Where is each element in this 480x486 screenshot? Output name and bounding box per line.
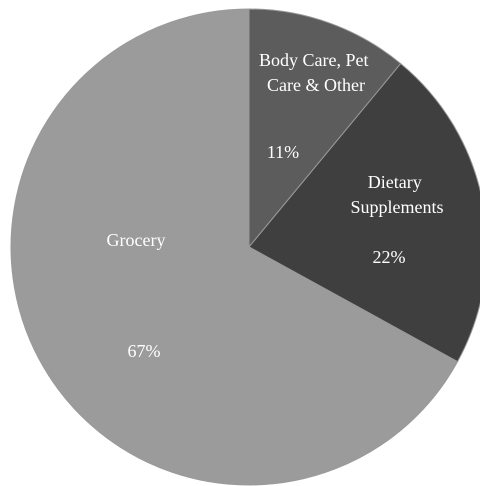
slice-value-dietary-supplements: 22% [373, 247, 406, 267]
slice-label-body-care: Body Care, Pet Care & Other [259, 50, 373, 95]
slice-label-dietary-line-2: Supplements [351, 197, 444, 217]
pie-slice-dietary-supplements [248, 62, 480, 363]
pie-slice-body-care-pet-care-other [248, 8, 402, 249]
slice-value-body-care: 11% [267, 142, 299, 162]
pie-slices [10, 8, 480, 486]
slice-label-body-care-line-1: Body Care, Pet [259, 50, 369, 70]
slice-label-body-care-line-2: Care & Other [267, 75, 365, 95]
slice-label-dietary-supplements: Dietary Supplements [351, 172, 444, 217]
pie-slice-grocery [10, 8, 459, 486]
slice-value-grocery: 67% [128, 341, 161, 361]
slice-label-grocery: Grocery [107, 230, 166, 250]
slice-label-dietary-line-1: Dietary [368, 172, 422, 192]
